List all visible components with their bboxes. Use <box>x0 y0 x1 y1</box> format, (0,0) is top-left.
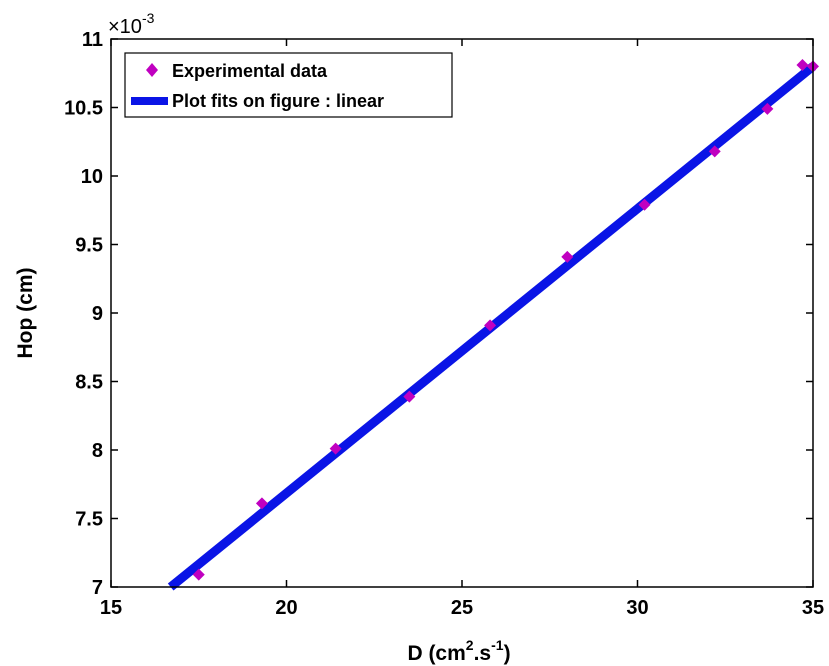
y-tick-label: 8 <box>92 440 103 462</box>
points-layer <box>192 59 819 581</box>
x-tick-label: 30 <box>626 597 648 619</box>
y-tick-label: 10.5 <box>64 98 103 120</box>
legend-box <box>124 52 453 118</box>
x-label-part1: D (cm <box>407 642 465 665</box>
data-point <box>561 250 574 263</box>
legend-label-experimental: Experimental data <box>172 61 328 81</box>
data-point <box>708 145 721 158</box>
y-axis-label: Hop (cm) <box>14 268 37 359</box>
legend-marker-experimental <box>146 63 158 77</box>
data-point <box>192 568 205 581</box>
y-axis-ticks: 7 7.5 8 8.5 9 9.5 10 10.5 11 <box>64 29 813 599</box>
x-axis-ticks: 15 20 25 30 35 <box>100 39 824 619</box>
x-label-part2: .s <box>474 642 492 665</box>
y-tick-label: 8.5 <box>75 372 103 394</box>
data-point <box>329 442 342 455</box>
y-tick-label: 10 <box>81 166 103 188</box>
legend-label-linear: Plot fits on figure : linear <box>172 91 384 111</box>
x-tick-label: 15 <box>100 597 122 619</box>
y-tick-label: 9 <box>92 303 103 325</box>
data-point <box>403 390 416 403</box>
y-tick-label: 7.5 <box>75 509 103 531</box>
y-multiplier: ×10-3 <box>108 10 155 38</box>
y-multiplier-base: ×10 <box>108 16 142 38</box>
y-tick-label: 7 <box>92 577 103 599</box>
x-axis-label: D (cm2.s-1) <box>407 637 510 665</box>
y-multiplier-exponent: -3 <box>142 10 155 26</box>
x-label-sup2: -1 <box>491 637 504 653</box>
data-point <box>761 102 774 115</box>
plot-area <box>111 39 813 587</box>
x-label-part3: ) <box>504 642 511 665</box>
y-tick-label: 11 <box>82 29 103 51</box>
x-label-sup1: 2 <box>466 637 474 653</box>
data-point <box>796 59 809 72</box>
data-point <box>255 497 268 510</box>
legend: Experimental data Plot fits on figure : … <box>124 52 453 118</box>
y-tick-label: 9.5 <box>75 235 103 257</box>
data-point <box>638 198 651 211</box>
x-tick-label: 25 <box>451 597 473 619</box>
data-point <box>484 319 497 332</box>
x-tick-label: 20 <box>275 597 297 619</box>
x-tick-label: 35 <box>802 597 824 619</box>
